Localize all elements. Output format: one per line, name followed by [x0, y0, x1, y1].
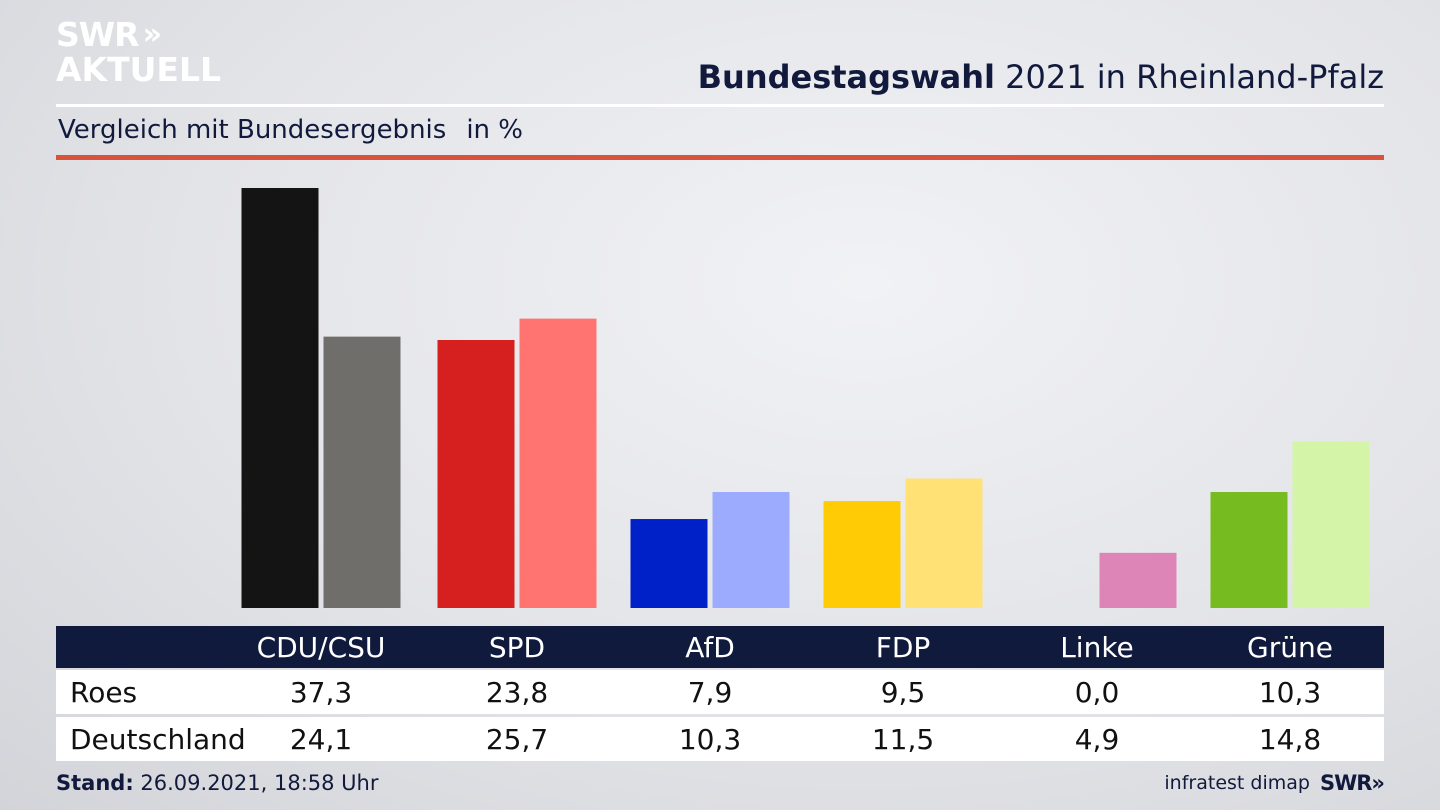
value-cell: 37,3 — [289, 675, 353, 709]
header-divider — [56, 104, 1384, 107]
bar-fdp-deutschland — [905, 478, 983, 608]
column-header: FDP — [875, 630, 931, 664]
column-header: Linke — [1060, 630, 1134, 664]
bar-fdp-roes — [823, 501, 901, 608]
logo-line2: AKTUELL — [56, 50, 222, 89]
logo-line1: SWR — [56, 15, 140, 54]
accent-divider — [56, 155, 1384, 160]
title-bold: Bundestagswahl — [697, 58, 995, 96]
swr-brand-text: SWR — [1319, 771, 1372, 795]
value-cell: 0,0 — [1074, 675, 1120, 709]
bar-spd-roes — [437, 340, 515, 608]
value-cell: 10,3 — [678, 722, 742, 756]
column-header: SPD — [488, 630, 546, 664]
table-header: CDU/CSU SPD AfD FDP Linke Grüne — [56, 626, 1384, 668]
row-label-roes: Roes — [70, 675, 138, 709]
results-table: CDU/CSU SPD AfD FDP Linke Grüne Roes 37,3 23,8… — [56, 626, 1384, 761]
bar-grüne-deutschland — [1292, 441, 1370, 608]
column-header: Grüne — [1247, 630, 1333, 664]
bar-spd-deutschland — [519, 318, 597, 608]
bar-grüne-roes — [1210, 492, 1288, 608]
value-cell: 14,8 — [1258, 722, 1322, 756]
chart-subtitle: Vergleich mit Bundesergebnis in % — [58, 115, 523, 145]
bar-cdu-csu-deutschland — [323, 336, 401, 608]
value-cell: 9,5 — [880, 675, 926, 709]
bar-cdu-csu-roes — [241, 188, 319, 608]
value-cell: 24,1 — [289, 722, 353, 756]
brand-chevrons-icon: » — [1371, 771, 1385, 795]
value-cell: 7,9 — [687, 675, 733, 709]
page-title: Bundestagswahl 2021 in Rheinland-Pfalz — [698, 58, 1384, 96]
value-cell: 4,9 — [1074, 722, 1120, 756]
column-header: AfD — [685, 630, 735, 664]
stand-label: Stand: — [56, 771, 134, 795]
column-header: CDU/CSU — [256, 630, 386, 664]
source-credit: infratest dimap SWR» — [1164, 771, 1385, 795]
value-cell: 11,5 — [871, 722, 935, 756]
timestamp: Stand: 26.09.2021, 18:58 Uhr — [56, 771, 379, 795]
swr-brand: SWR» — [1319, 771, 1385, 795]
bar-afd-roes — [630, 519, 708, 608]
table-row-deutschland: Deutschland 24,1 25,7 10,3 11,5 4,9 14,8 — [56, 717, 1384, 761]
subtitle-text: Vergleich mit Bundesergebnis — [58, 115, 447, 145]
title-rest: 2021 in Rheinland-Pfalz — [995, 58, 1384, 96]
value-cell: 23,8 — [485, 675, 549, 709]
bar-linke-deutschland — [1099, 552, 1177, 608]
value-cell: 25,7 — [485, 722, 549, 756]
table-row-roes: Roes 37,3 23,8 7,9 9,5 0,0 10,3 — [56, 670, 1384, 714]
source-label: infratest dimap — [1164, 772, 1310, 794]
stand-value: 26.09.2021, 18:58 Uhr — [133, 771, 379, 795]
value-cell: 10,3 — [1258, 675, 1322, 709]
row-label-deutschland: Deutschland — [70, 722, 246, 756]
bar-afd-deutschland — [712, 492, 790, 608]
swr-aktuell-logo: SWR» AKTUELL — [56, 18, 221, 86]
unit-label: in % — [466, 115, 523, 145]
